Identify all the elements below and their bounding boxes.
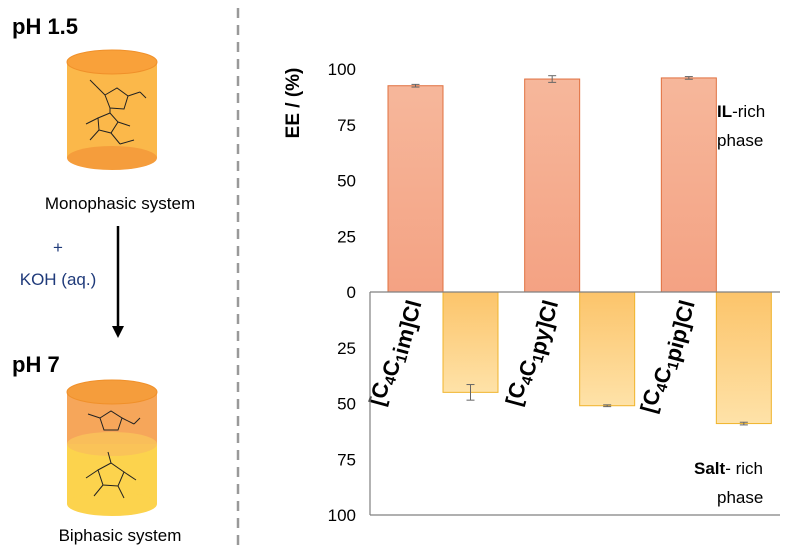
y-tick-label: 0: [347, 283, 356, 302]
y-tick-label: 50: [337, 395, 356, 414]
il-phase-label: phase: [717, 131, 763, 150]
category-label: [C4C1pip]Cl: [635, 295, 699, 418]
y-tick-label: 50: [337, 172, 356, 191]
y-tick-label: 75: [337, 116, 356, 135]
reagent-plus: +: [53, 238, 63, 257]
biphasic-caption: Biphasic system: [58, 526, 182, 545]
bars: [387, 75, 772, 426]
reagent-label: KOH (aq.): [19, 270, 97, 289]
y-tick-label: 25: [337, 227, 356, 246]
category-label: [C4C1py]Cl: [501, 295, 563, 411]
il-rich-label: IL-rich: [717, 102, 765, 121]
salt-rich-bar: [715, 291, 772, 425]
salt-rich-bar: [442, 291, 499, 393]
salt-phase-label: phase: [717, 488, 763, 507]
y-tick-label: 25: [337, 339, 356, 358]
biphasic-cylinder: [66, 379, 158, 516]
salt-rich-label: Salt- rich: [694, 459, 763, 478]
il-rich-bar: [524, 78, 581, 293]
category-labels: [C4C1im]Cl [C4C1py]Cl [C4C1pip]Cl: [364, 295, 700, 418]
y-tick-label: 100: [328, 60, 356, 79]
y-axis-label: EE / (%): [283, 68, 304, 139]
arrow-down-icon: [112, 226, 124, 338]
monophasic-cylinder: [66, 49, 158, 170]
y-tick-label: 100: [328, 506, 356, 525]
hmf-molecule-icon: [87, 410, 141, 431]
fructose-molecule-icon: [85, 451, 137, 499]
salt-rich-bar: [579, 291, 636, 407]
il-rich-bar: [660, 77, 717, 293]
ph-bottom-label: pH 7: [12, 352, 60, 377]
hmf-sugar-molecule-icon: [85, 79, 147, 145]
monophasic-caption: Monophasic system: [44, 194, 196, 213]
y-tick-label: 75: [337, 450, 356, 469]
y-ticks: 100 75 50 25 0 25 50 75 100: [328, 60, 356, 525]
il-rich-bar: [387, 85, 444, 293]
ph-top-label: pH 1.5: [12, 14, 79, 39]
category-label: [C4C1im]Cl: [364, 295, 426, 411]
